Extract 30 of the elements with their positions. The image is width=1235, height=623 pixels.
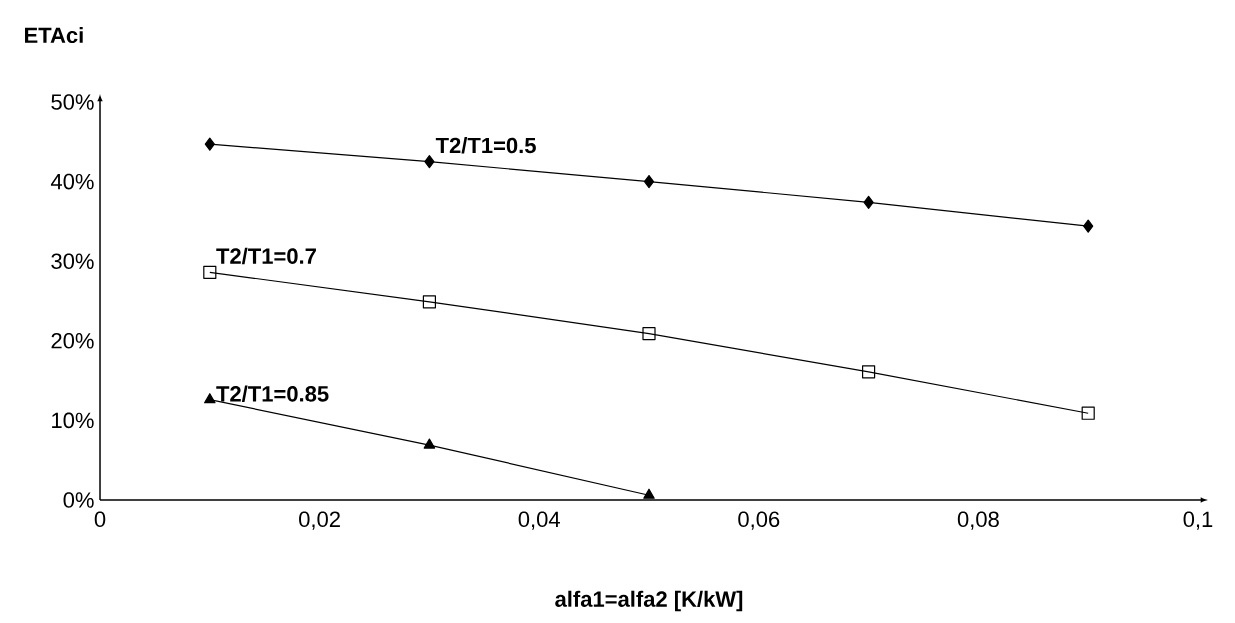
point — [862, 365, 876, 379]
x-tick-label: 0,1 — [1183, 511, 1213, 530]
y-tick-label: 0% — [63, 492, 94, 508]
series-label: T2/T1=0.5 — [435, 137, 536, 154]
x-axis-title: alfa1=alfa2 [K/kW] — [555, 590, 743, 612]
point — [203, 265, 217, 279]
x-tick-label: 0,02 — [299, 511, 340, 530]
point — [424, 155, 435, 169]
y-tick-label: 40% — [50, 173, 94, 190]
point — [422, 295, 437, 309]
point — [1081, 406, 1095, 420]
y-tick-label: 30% — [51, 253, 94, 269]
series-label: T2/T1=0.85 — [216, 385, 329, 402]
y-axis-title: ETAci — [25, 26, 83, 44]
y-tick-label: 20% — [51, 332, 94, 349]
y-tick-label: 10% — [52, 412, 94, 429]
point — [643, 488, 655, 499]
point — [204, 137, 215, 151]
series-label: T2/T1=0.7 — [216, 247, 316, 265]
x-tick-label: 0,06 — [738, 511, 780, 530]
y-tick-label: 50% — [51, 94, 94, 110]
x-tick-label: 0,08 — [957, 511, 999, 530]
point — [423, 438, 436, 449]
point — [643, 174, 655, 189]
point — [204, 393, 216, 404]
point — [642, 327, 656, 341]
point — [863, 195, 874, 209]
point — [1083, 219, 1094, 233]
x-tick-label: 0 — [94, 511, 106, 528]
x-tick-label: 0,04 — [518, 511, 560, 530]
